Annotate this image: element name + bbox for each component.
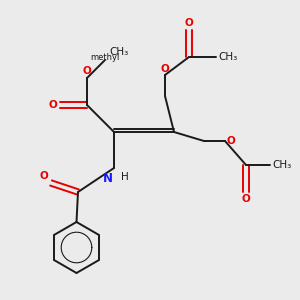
Text: methyl: methyl	[90, 52, 120, 62]
Text: CH₃: CH₃	[110, 47, 129, 57]
Text: O: O	[226, 136, 235, 146]
Text: CH₃: CH₃	[272, 160, 292, 170]
Text: O: O	[160, 64, 169, 74]
Text: N: N	[103, 172, 113, 185]
Text: O: O	[49, 100, 58, 110]
Text: CH₃: CH₃	[218, 52, 238, 62]
Text: O: O	[242, 194, 250, 204]
Text: O: O	[184, 19, 194, 28]
Text: O: O	[82, 66, 91, 76]
Text: H: H	[121, 172, 128, 182]
Text: O: O	[40, 171, 49, 181]
